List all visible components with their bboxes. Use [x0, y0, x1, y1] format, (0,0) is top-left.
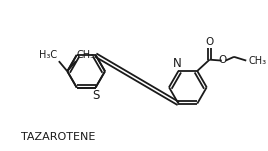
Text: CH₃: CH₃: [248, 56, 266, 66]
Text: CH₃: CH₃: [77, 50, 95, 60]
Text: N: N: [173, 57, 182, 70]
Text: O: O: [219, 55, 227, 65]
Text: TAZAROTENE: TAZAROTENE: [21, 132, 95, 142]
Text: S: S: [92, 88, 99, 101]
Text: O: O: [205, 37, 214, 47]
Text: H₃C: H₃C: [39, 50, 57, 60]
